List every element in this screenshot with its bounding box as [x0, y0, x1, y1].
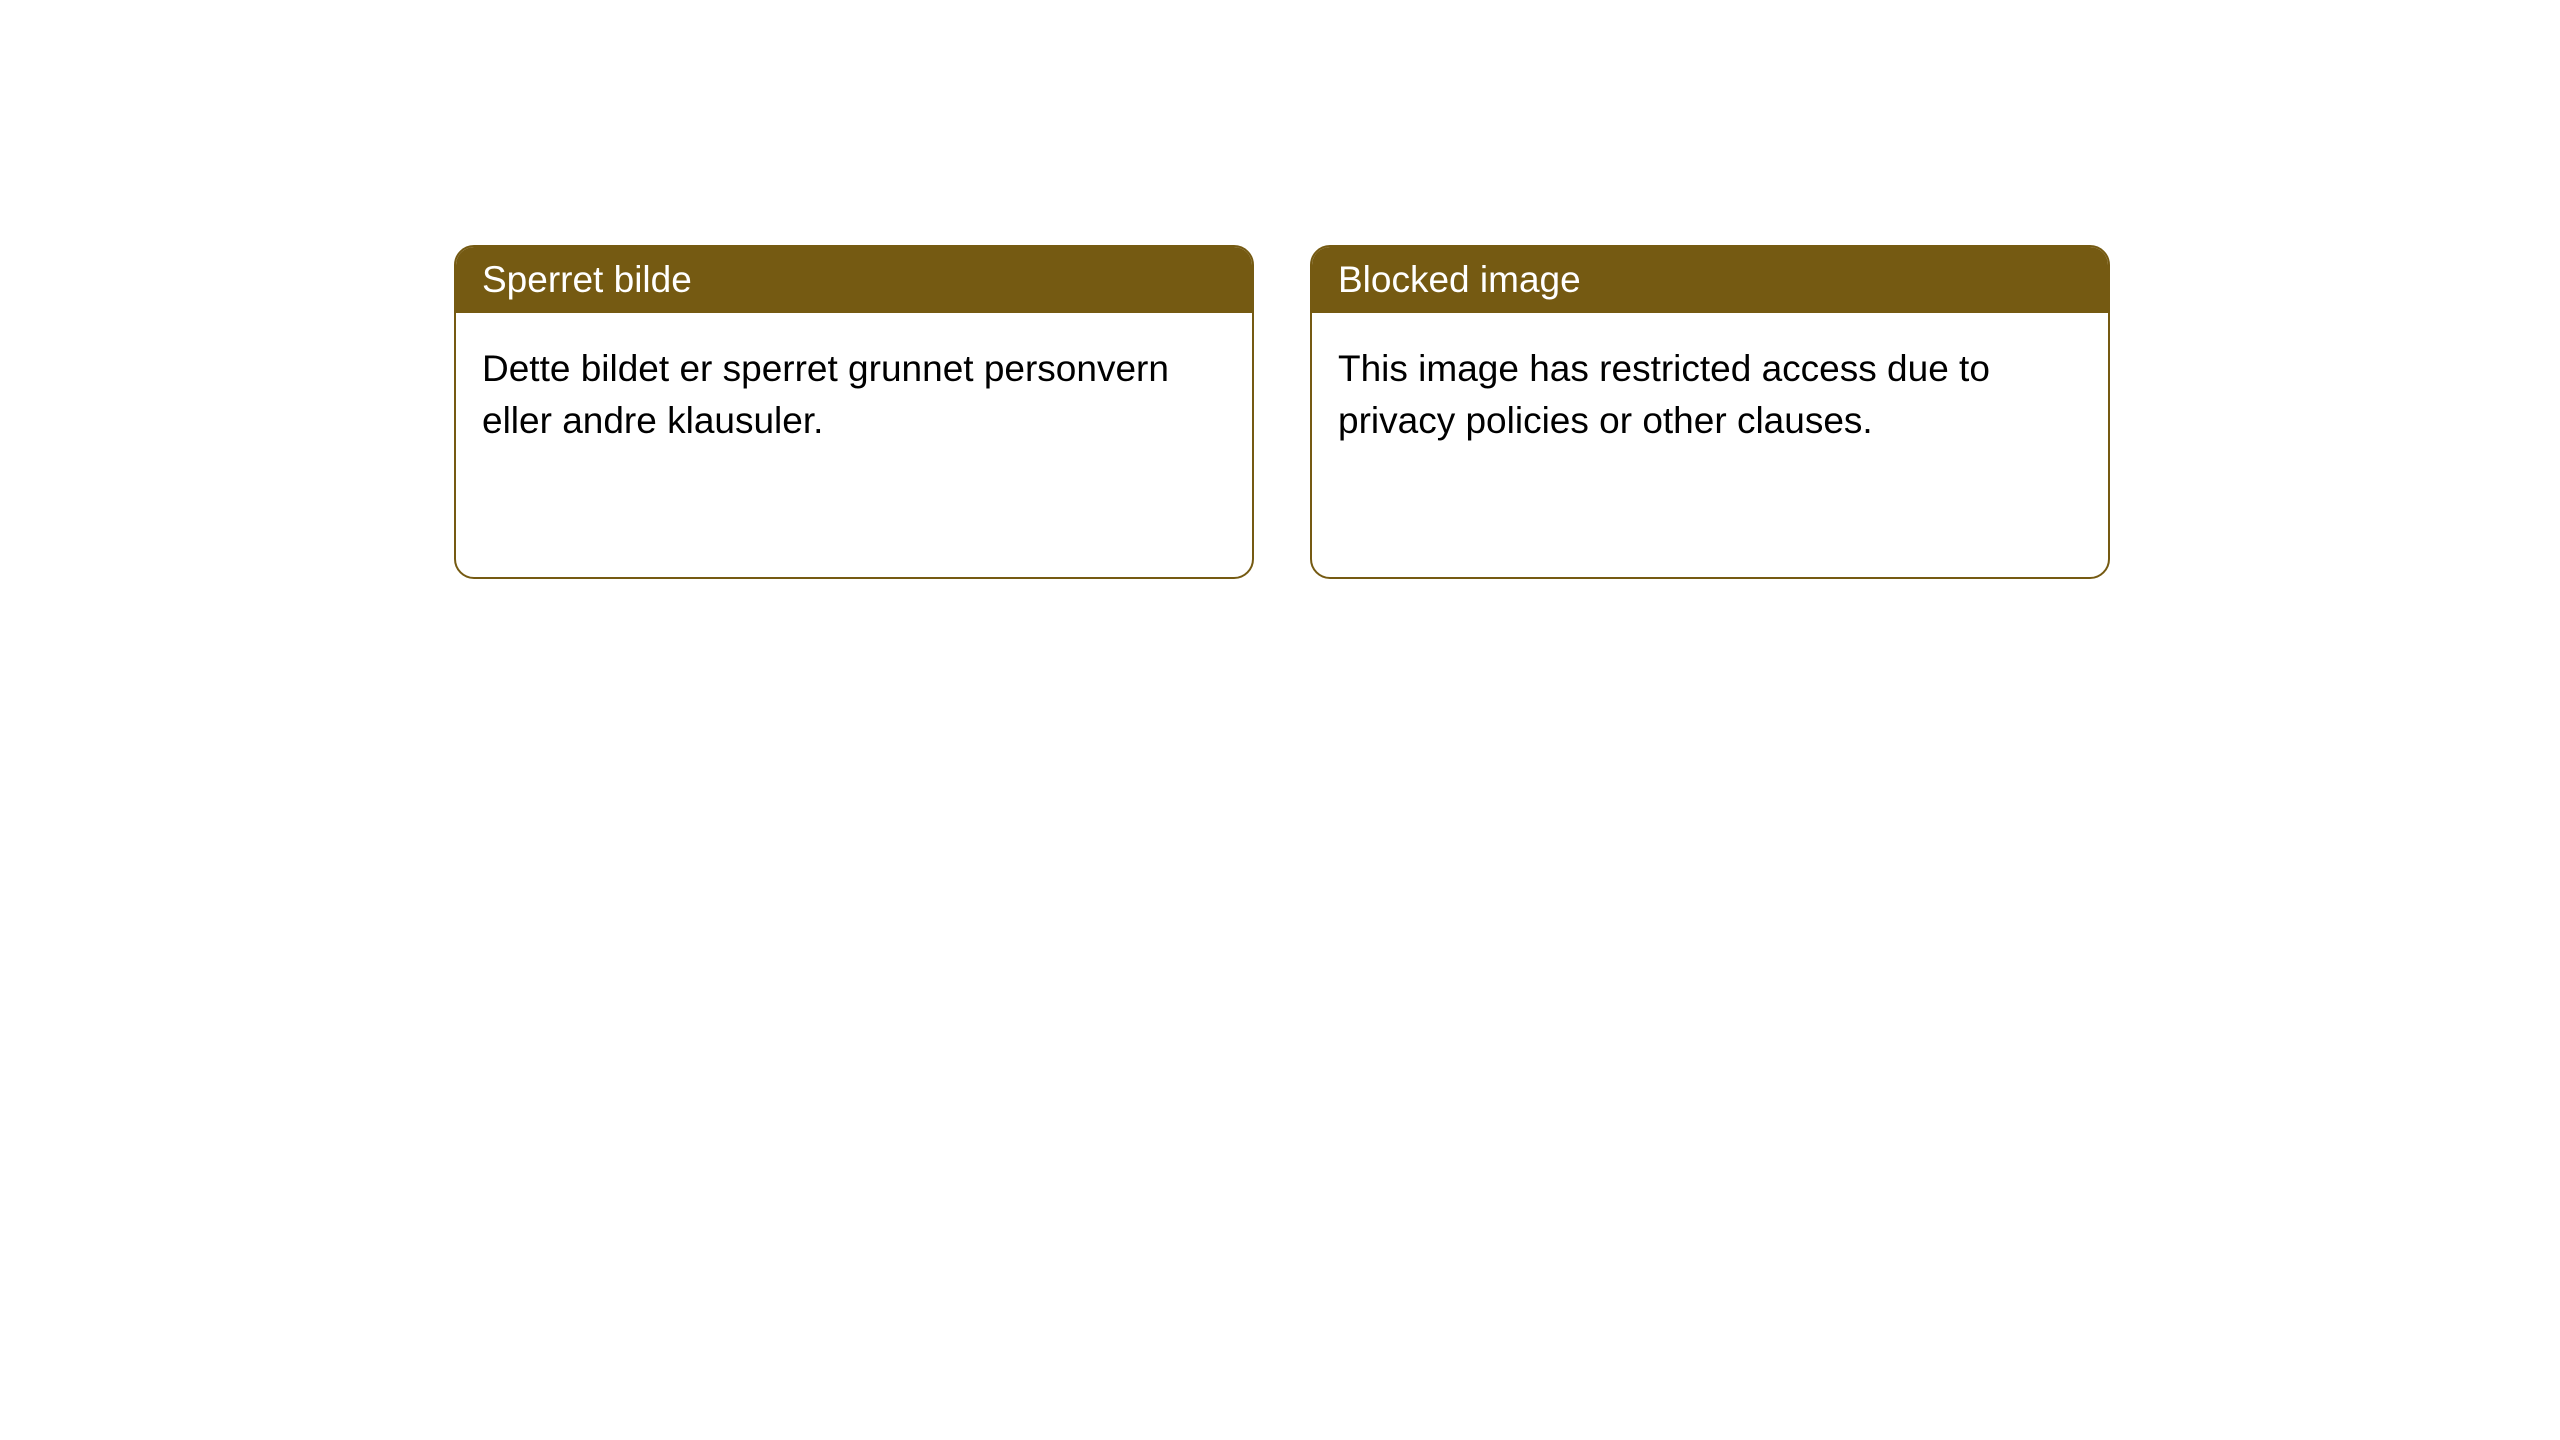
- notice-title: Blocked image: [1338, 259, 1581, 300]
- notice-title: Sperret bilde: [482, 259, 692, 300]
- notice-text: This image has restricted access due to …: [1338, 348, 1990, 441]
- notice-card-norwegian: Sperret bilde Dette bildet er sperret gr…: [454, 245, 1254, 579]
- notice-header: Blocked image: [1312, 247, 2108, 313]
- notice-body: Dette bildet er sperret grunnet personve…: [456, 313, 1252, 477]
- notice-text: Dette bildet er sperret grunnet personve…: [482, 348, 1169, 441]
- notice-container: Sperret bilde Dette bildet er sperret gr…: [0, 0, 2560, 579]
- notice-card-english: Blocked image This image has restricted …: [1310, 245, 2110, 579]
- notice-header: Sperret bilde: [456, 247, 1252, 313]
- notice-body: This image has restricted access due to …: [1312, 313, 2108, 477]
